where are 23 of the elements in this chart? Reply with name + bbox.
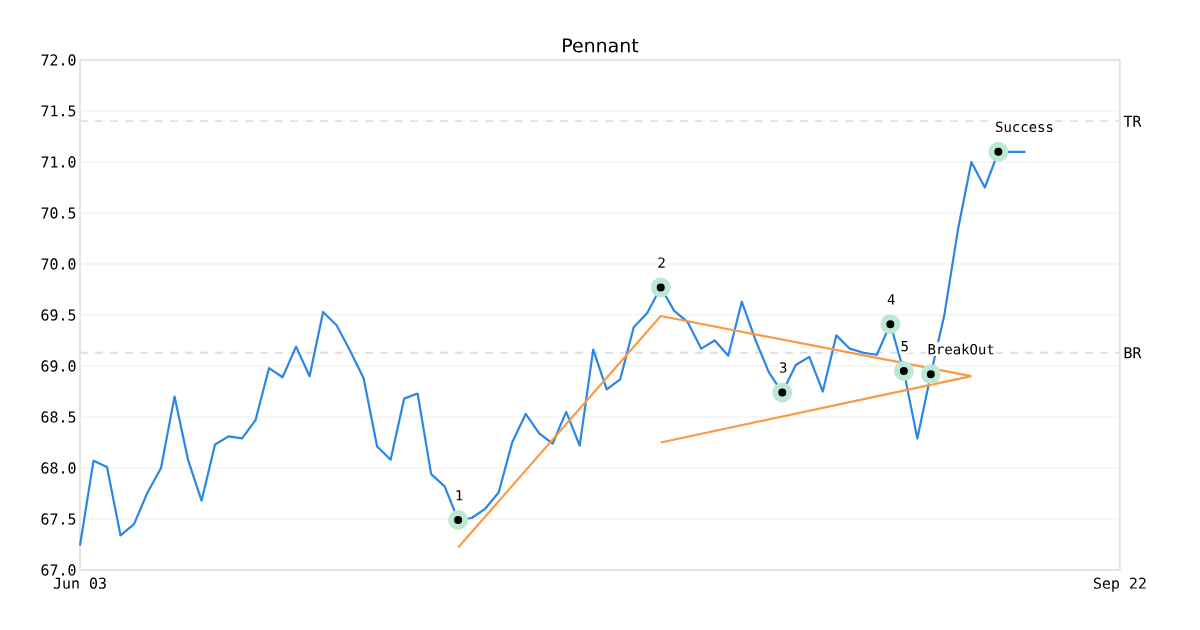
chart-title: Pennant	[563, 38, 639, 53]
annotation: Success	[996, 121, 1053, 133]
annotation: 3	[779, 362, 787, 373]
annotation: 2	[658, 257, 665, 268]
x-tick-label: Jun 03	[53, 577, 106, 589]
y-tick-label: 67.5	[41, 513, 76, 525]
y-tick-label: 68.0	[41, 462, 76, 474]
y-tick-label: 69.0	[41, 360, 76, 372]
y-tick-label: 70.0	[41, 258, 76, 270]
y-tick-label: 71.5	[41, 105, 76, 117]
annotation: BreakOut	[928, 343, 994, 355]
ref-line-label: BR	[1124, 347, 1142, 359]
annotation: 1	[456, 490, 463, 501]
x-tick-label: Sep 22	[1093, 577, 1146, 592]
y-tick-label: 71.0	[41, 156, 76, 168]
y-tick-label: 67.0	[41, 564, 76, 576]
y-tick-label: 72.0	[41, 54, 76, 66]
y-tick-label: 69.5	[41, 309, 76, 321]
ref-line-label: TR	[1123, 115, 1142, 127]
annotation: 4	[887, 294, 895, 305]
y-tick-label: 70.5	[41, 207, 76, 219]
y-tick-label: 68.5	[41, 411, 76, 423]
annotation: 5	[901, 341, 908, 352]
